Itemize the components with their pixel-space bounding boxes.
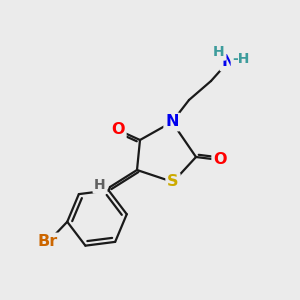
Text: O: O	[111, 122, 125, 137]
Text: H: H	[94, 178, 106, 192]
Text: Br: Br	[38, 235, 58, 250]
Text: O: O	[213, 152, 227, 167]
Text: -H: -H	[232, 52, 250, 66]
Text: H: H	[213, 45, 225, 59]
Text: S: S	[167, 175, 179, 190]
Text: N: N	[165, 115, 179, 130]
Text: N: N	[221, 55, 235, 70]
